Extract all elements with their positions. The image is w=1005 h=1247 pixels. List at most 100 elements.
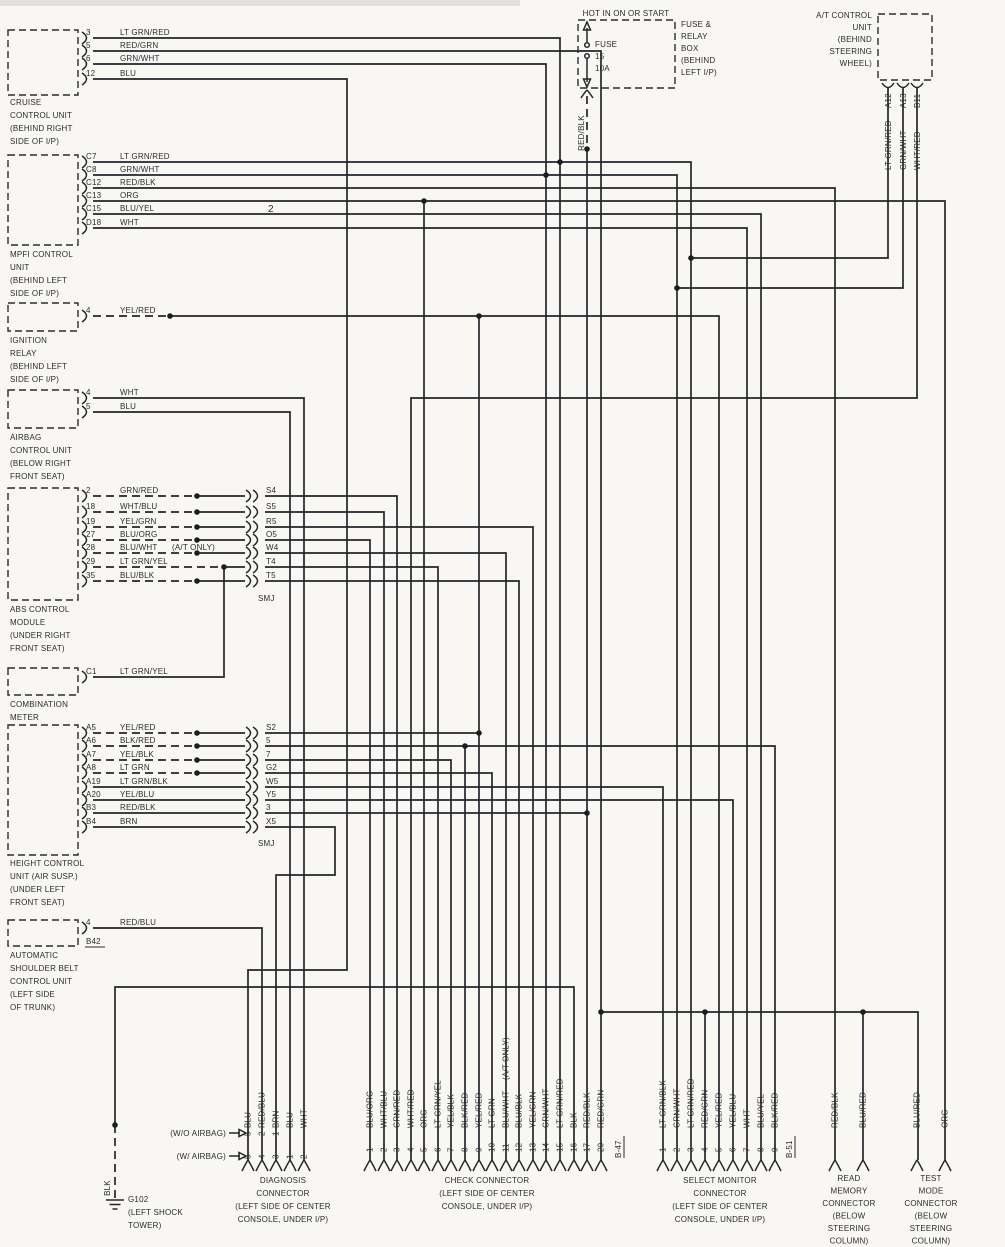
junction-dot [194,509,200,515]
connector-fork-icon [768,1159,782,1172]
pin-number: B4 [86,817,97,826]
pin-number: 19 [86,517,96,526]
unit-name: HEIGHT CONTROL [10,859,85,868]
pin-connector-icon [81,780,88,794]
connector-wire-label: YEL/GRN [529,1091,538,1128]
wire-color-label: LT GRN/RED [120,152,170,161]
wire [265,511,385,1160]
smj-connector-icon [245,489,252,503]
pin-number: A6 [86,736,97,745]
wire [93,227,748,1160]
wire-color-label: RED/GRN [120,41,158,50]
junction-dot [194,537,200,543]
unit-name: A/T CONTROL [816,11,872,20]
connector-wire-label: BLU/RED [913,1092,922,1128]
ref-label: B-47 [614,1140,623,1158]
pin-number: A12 [884,93,893,108]
wire [93,37,561,1160]
connector-pin-number: 1 [286,1154,295,1159]
junction-dot [194,578,200,584]
connector-name: DIAGNOSIS [260,1176,306,1185]
smj-pin-label: X5 [266,817,277,826]
smj-connector-icon [252,533,259,547]
pin-number: A13 [899,93,908,108]
connector-wire-label: BLU/ORG [366,1091,375,1128]
connector-fork-icon [726,1159,740,1172]
junction-dot [194,524,200,530]
connector-name: CONSOLE, UNDER I/P) [675,1215,766,1224]
wire-color-label: WHT [120,218,139,227]
connector-pin-number: 1 [366,1147,375,1152]
connector-wire-label: ORG [941,1109,950,1128]
connector-name: (LEFT SIDE OF CENTER [672,1202,767,1211]
pin-number: C7 [86,152,97,161]
unit-name: UNIT [853,23,872,32]
pin-number: 29 [86,557,96,566]
connector-wire-label: BLK/RED [461,1092,470,1128]
fuse-box-name: (BEHIND [681,56,715,65]
pin-number: 3 [86,28,91,37]
connector-fork-icon [377,1159,391,1172]
pin-number: A7 [86,750,97,759]
connector-wire-label: WHT/RED [407,1089,416,1128]
pin-connector-icon [580,89,594,99]
junction-dot [421,198,427,204]
unit-name: ABS CONTROL [10,605,70,614]
connector-fork-icon [390,1159,404,1172]
pin-number: 35 [86,571,96,580]
connector-wire-label: RED/BLK [583,1092,592,1128]
smj-connector-icon [245,806,252,820]
smj-pin-label: G2 [266,763,277,772]
fuse-label: FUSE [595,40,617,49]
connector-fork-icon [255,1159,269,1172]
pin-number: 27 [86,530,96,539]
wire-color-label: RED/BLK [120,803,156,812]
connector-wire-label: LT GRN [488,1098,497,1128]
automatic-shoulder-belt-control-unit-box [7,919,79,947]
pin-connector-icon [81,489,88,503]
pin-connector-icon [81,793,88,807]
unit-name: RELAY [10,349,37,358]
wire [265,786,664,1160]
pin-connector-icon [81,806,88,820]
connector-name: SELECT MONITOR [683,1176,757,1185]
pin-connector-icon [81,739,88,753]
connector-pin-number: 10 [488,1142,497,1152]
wire-color-label: YEL/RED [120,306,156,315]
smj-connector-icon [252,753,259,767]
junction-dot [194,550,200,556]
pin-number: B11 [913,93,922,108]
connector-pin-number: 9 [475,1147,484,1152]
connector-wire-label: YEL/RED [475,1092,484,1128]
connector-name: (BELOW [833,1212,866,1221]
pin-number: C13 [86,191,102,200]
wire [601,1011,919,1160]
pin-connector-icon [81,766,88,780]
wire [170,315,720,1160]
unit-name: SIDE OF I/P) [10,289,59,298]
connector-wire-label: BLU [286,1112,295,1128]
connector-wire-label: LT GRN/RED [556,1078,565,1128]
junction-dot [167,313,173,319]
connector-name: (BELOW [915,1212,948,1221]
pin-connector-icon [910,82,924,89]
pin-connector-icon [81,168,88,182]
connector-fork-icon [472,1159,486,1172]
connector-pin-number: 4 [701,1147,710,1152]
connector-pin-number: 8 [757,1147,766,1152]
wire-color-label: LT GRN/YEL [120,667,168,676]
pin-number: 12 [86,69,96,78]
wire [410,88,918,1160]
unit-name: WHEEL) [840,59,872,68]
unit-name: MODULE [10,618,45,627]
pin-connector-icon [81,309,88,323]
pin-number: C8 [86,165,97,174]
smj-connector-icon [245,726,252,740]
pin-connector-icon [81,391,88,405]
pin-connector-icon [81,921,88,935]
smj-connector-icon [252,766,259,780]
unit-name: FRONT SEAT) [10,472,65,481]
fuse-box-name: RELAY [681,32,708,41]
pin-connector-icon [81,505,88,519]
